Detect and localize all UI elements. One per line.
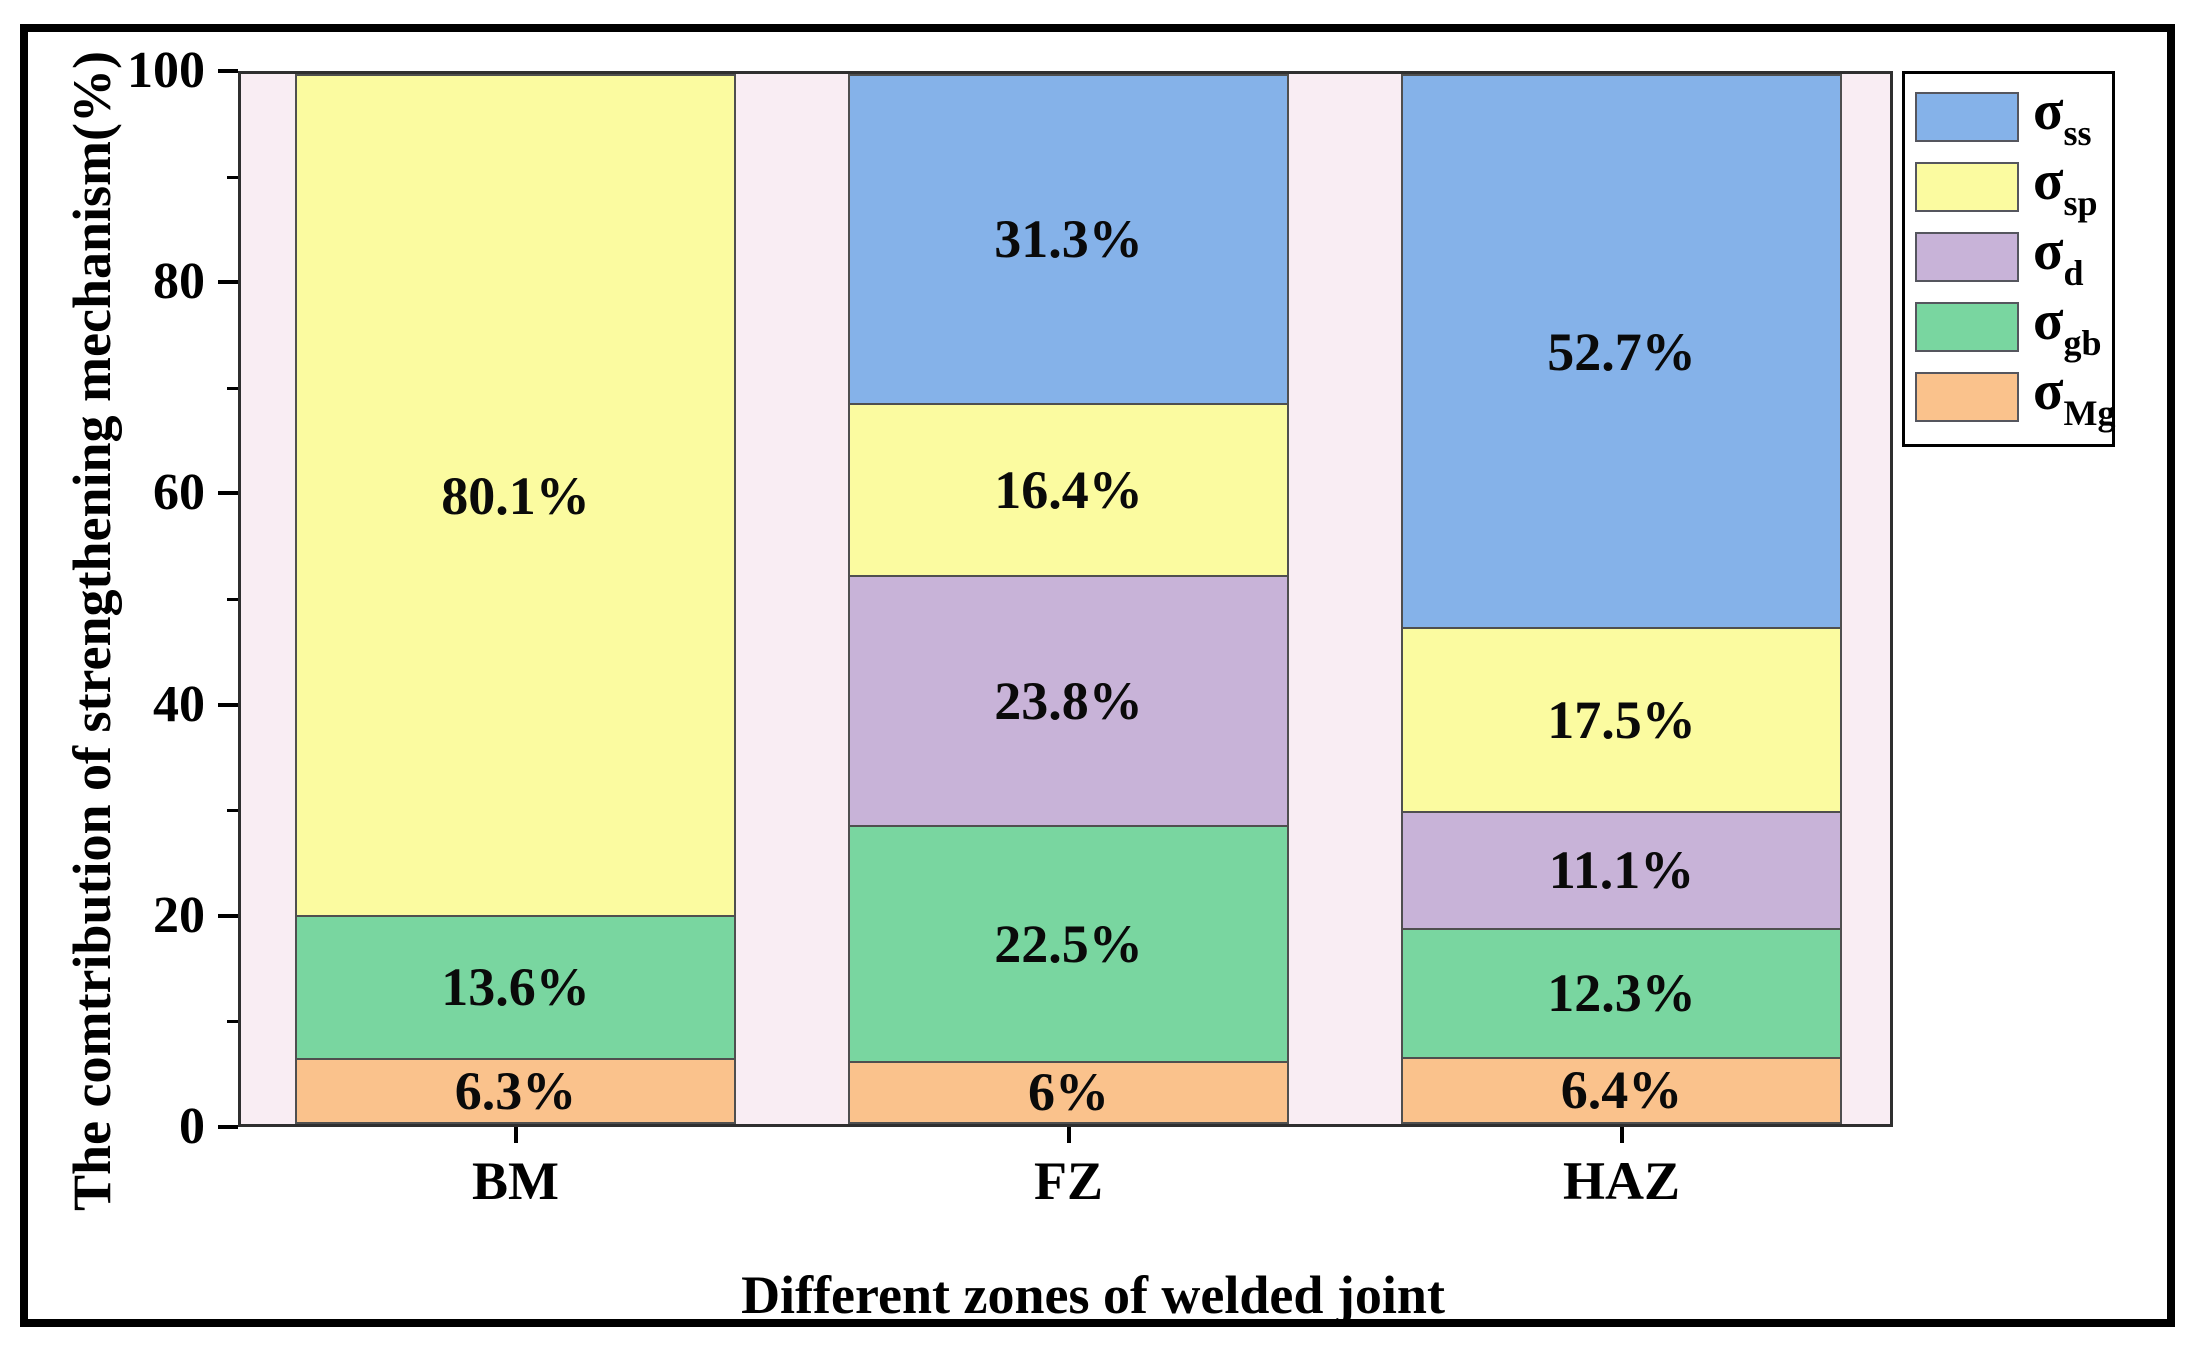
legend-label-sigma-sp: σsp bbox=[2033, 150, 2098, 223]
y-tick-minor bbox=[227, 598, 238, 601]
bar-segment: 6.3% bbox=[295, 1057, 736, 1124]
segment-label: 16.4% bbox=[994, 459, 1143, 520]
legend-label-sigma-gb: σgb bbox=[2033, 290, 2102, 363]
x-tick bbox=[1619, 1127, 1624, 1143]
y-tick-label: 80 bbox=[153, 253, 205, 311]
bar-BM: 6.3% 13.6% 80.1% bbox=[295, 74, 736, 1124]
bar-segment: 80.1% bbox=[295, 74, 736, 916]
bar-FZ: 6% 22.5% 23.8% 16.4% 31.3% bbox=[848, 74, 1289, 1124]
x-tick bbox=[513, 1127, 518, 1143]
segment-label: 13.6% bbox=[441, 957, 590, 1018]
sigma-sp-swatch bbox=[1915, 162, 2019, 212]
x-tick bbox=[1066, 1127, 1071, 1143]
bar-segment: 52.7% bbox=[1401, 74, 1842, 628]
y-tick-major bbox=[218, 69, 238, 73]
y-tick-minor bbox=[227, 175, 238, 179]
segment-label: 6% bbox=[1028, 1062, 1109, 1123]
segment-label: 22.5% bbox=[994, 913, 1143, 974]
sigma-d-swatch bbox=[1915, 232, 2019, 282]
bar-HAZ: 6.4% 12.3% 11.1% 17.5% 52.7% bbox=[1401, 74, 1842, 1124]
y-tick-minor bbox=[227, 386, 238, 390]
bar-segment: 6% bbox=[848, 1060, 1289, 1124]
bar-segment: 17.5% bbox=[1401, 627, 1842, 812]
bar-segment: 31.3% bbox=[848, 74, 1289, 403]
segment-label: 23.8% bbox=[994, 670, 1143, 731]
y-tick-major bbox=[218, 491, 238, 496]
segment-label: 12.3% bbox=[1547, 963, 1696, 1024]
y-tick-major bbox=[218, 280, 238, 285]
x-tick-label: BM bbox=[472, 1151, 559, 1211]
bar-segment: 12.3% bbox=[1401, 927, 1842, 1057]
x-axis-title: Different zones of welded joint bbox=[741, 1265, 1445, 1325]
y-tick-label: 60 bbox=[153, 464, 205, 522]
legend-item-sigma-gb: σgb bbox=[1915, 290, 2112, 363]
legend-label-sigma-Mg: σMg bbox=[2033, 360, 2116, 433]
bar-segment: 23.8% bbox=[848, 574, 1289, 825]
segment-label: 11.1% bbox=[1548, 840, 1695, 901]
y-tick-label: 20 bbox=[153, 886, 205, 944]
legend-item-sigma-d: σd bbox=[1915, 220, 2112, 293]
y-tick-minor bbox=[227, 809, 238, 813]
segment-label: 6.3% bbox=[454, 1060, 577, 1121]
y-tick-label: 100 bbox=[127, 42, 205, 99]
segment-label: 80.1% bbox=[441, 465, 590, 526]
y-tick-major bbox=[218, 913, 238, 918]
y-axis-title: The comtribution of strengthening mechan… bbox=[62, 51, 122, 1211]
x-tick-label: HAZ bbox=[1562, 1151, 1681, 1211]
sigma-ss-swatch bbox=[1915, 92, 2019, 142]
segment-label: 31.3% bbox=[994, 209, 1143, 270]
legend-label-sigma-ss: σss bbox=[2033, 80, 2092, 153]
segment-label: 52.7% bbox=[1547, 321, 1696, 382]
y-tick-major bbox=[218, 1125, 238, 1129]
bar-segment: 11.1% bbox=[1401, 811, 1842, 928]
bar-segment: 6.4% bbox=[1401, 1056, 1842, 1124]
sigma-Mg-swatch bbox=[1915, 372, 2019, 422]
segment-label: 17.5% bbox=[1547, 690, 1696, 751]
bar-segment: 16.4% bbox=[848, 402, 1289, 575]
plot-area: 6.3% 13.6% 80.1% BM 6% 22.5% 23.8% 16.4% 31.3% FZ… bbox=[127, 42, 1893, 1211]
y-tick-label: 40 bbox=[153, 675, 205, 733]
legend: σss σsp σd σgb σMg bbox=[1902, 71, 2115, 447]
legend-item-sigma-Mg: σMg bbox=[1915, 360, 2116, 433]
legend-label-sigma-d: σd bbox=[2033, 220, 2084, 293]
y-tick-label: 0 bbox=[179, 1098, 205, 1155]
sigma-gb-swatch bbox=[1915, 302, 2019, 352]
legend-item-sigma-ss: σss bbox=[1915, 80, 2112, 153]
bar-segment: 13.6% bbox=[295, 915, 736, 1058]
y-tick-minor bbox=[227, 1020, 238, 1024]
segment-label: 6.4% bbox=[1560, 1060, 1683, 1121]
x-tick-label: FZ bbox=[1033, 1151, 1104, 1211]
legend-item-sigma-sp: σsp bbox=[1915, 150, 2112, 223]
bar-segment: 22.5% bbox=[848, 824, 1289, 1061]
y-tick-major bbox=[218, 702, 238, 707]
